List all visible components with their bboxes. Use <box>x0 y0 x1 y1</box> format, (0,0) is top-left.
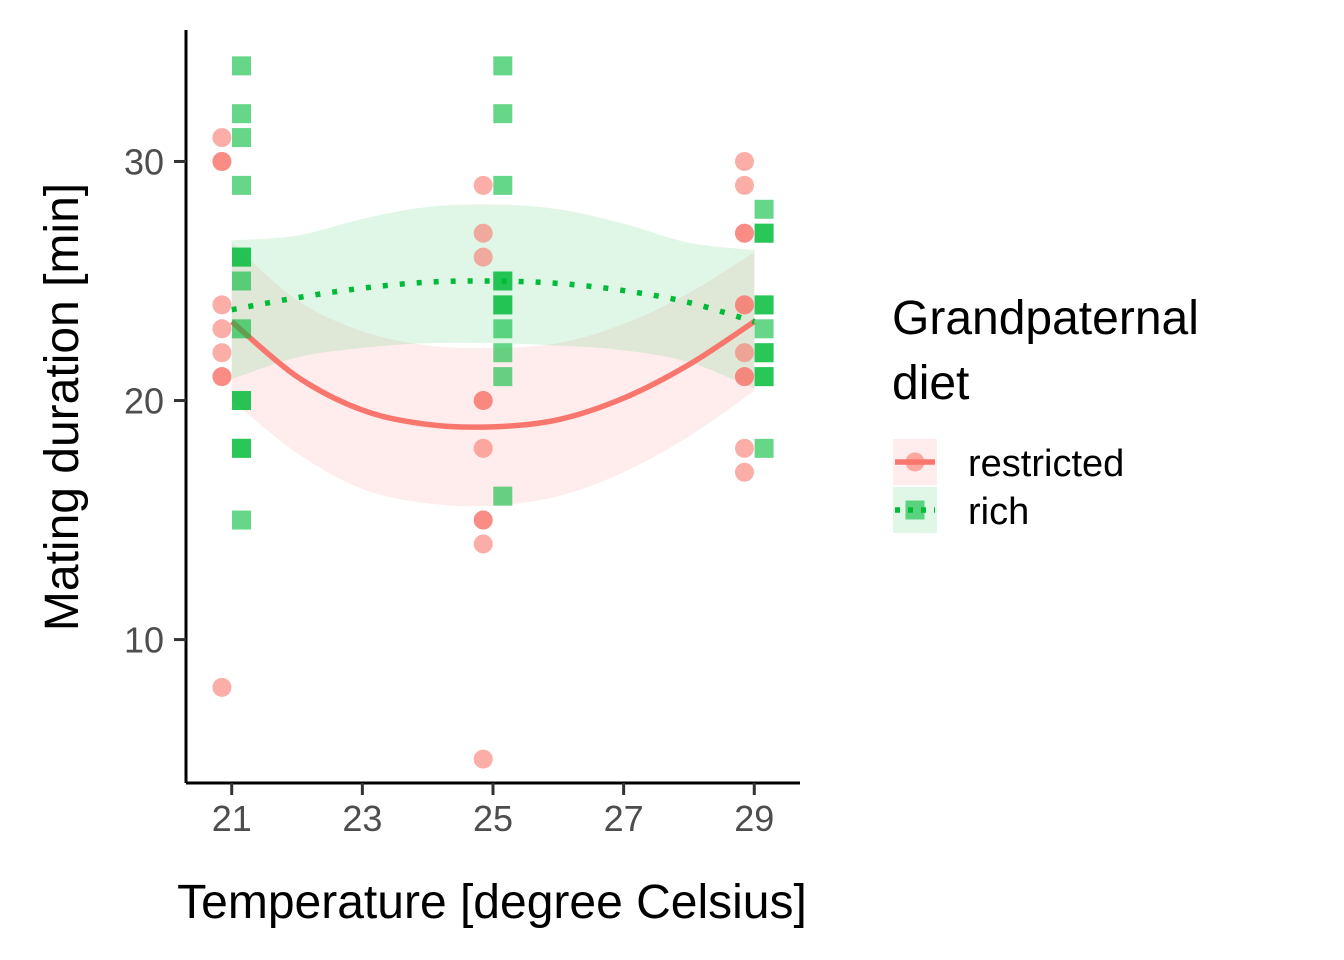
point-rich <box>754 199 774 219</box>
point-rich <box>493 104 513 124</box>
point-rich <box>493 175 513 195</box>
data-points <box>212 56 774 769</box>
point-rich <box>754 438 774 458</box>
x-tick-label: 21 <box>212 798 252 839</box>
point-rich <box>493 295 513 315</box>
point-restricted <box>473 534 493 554</box>
legend-key-rich <box>893 487 937 533</box>
x-tick-label: 23 <box>342 798 382 839</box>
legend-key-restricted <box>893 439 937 485</box>
point-restricted <box>734 367 754 387</box>
point-restricted <box>734 151 754 171</box>
fit-lines <box>229 278 756 430</box>
fit-line-rich <box>231 278 756 325</box>
point-rich <box>493 343 513 363</box>
point-rich <box>754 343 774 363</box>
confidence-band-rich <box>231 204 755 389</box>
point-rich <box>754 319 774 339</box>
point-rich <box>232 510 252 530</box>
x-tick-label: 29 <box>734 798 774 839</box>
point-restricted <box>734 462 754 482</box>
y-axis-title: Mating duration [min] <box>36 183 89 631</box>
point-restricted <box>734 343 754 363</box>
x-axis-title: Temperature [degree Celsius] <box>177 876 807 929</box>
point-rich <box>493 271 513 291</box>
point-rich <box>493 319 513 339</box>
point-restricted <box>212 343 232 363</box>
point-rich <box>232 175 252 195</box>
point-rich <box>232 56 252 76</box>
point-rich <box>232 438 252 458</box>
x-tick-label: 27 <box>604 798 644 839</box>
point-rich <box>493 56 513 76</box>
point-restricted <box>734 223 754 243</box>
point-restricted <box>212 319 232 339</box>
point-rich <box>754 223 774 243</box>
y-tick-label: 30 <box>124 141 164 182</box>
point-rich <box>754 367 774 387</box>
fit-line-restricted <box>229 319 756 430</box>
point-restricted <box>473 510 493 530</box>
confidence-bands <box>231 204 755 507</box>
legend-title-line-2: diet <box>892 357 969 410</box>
point-rich <box>232 271 252 291</box>
point-restricted <box>734 438 754 458</box>
point-restricted <box>473 175 493 195</box>
point-restricted <box>212 367 232 387</box>
confidence-band-restricted <box>231 242 755 507</box>
point-rich <box>754 295 774 315</box>
point-restricted <box>473 223 493 243</box>
point-restricted <box>212 677 232 697</box>
point-rich <box>232 319 252 339</box>
legend-title-line-1: Grandpaternal <box>892 292 1199 345</box>
point-restricted <box>734 175 754 195</box>
point-restricted <box>212 295 232 315</box>
legend-label-restricted: restricted <box>968 443 1124 485</box>
point-restricted <box>734 295 754 315</box>
point-restricted <box>473 749 493 769</box>
point-rich <box>232 247 252 267</box>
point-rich <box>232 391 252 411</box>
point-rich <box>232 104 252 124</box>
point-rich <box>232 128 252 148</box>
point-restricted <box>473 391 493 411</box>
legend-keys <box>893 439 937 533</box>
y-tick-label: 10 <box>124 620 164 661</box>
legend-label-rich: rich <box>968 491 1029 533</box>
point-restricted <box>473 247 493 267</box>
axis-ticks: 21 23 25 27 29 10 20 30 <box>124 141 774 839</box>
x-tick-label: 25 <box>473 798 513 839</box>
legend: Grandpaternal diet restricted rich <box>892 292 1199 533</box>
point-rich <box>493 486 513 506</box>
point-restricted <box>212 128 232 148</box>
y-tick-label: 20 <box>124 381 164 422</box>
point-restricted <box>212 151 232 171</box>
point-rich <box>493 367 513 387</box>
point-restricted <box>473 438 493 458</box>
